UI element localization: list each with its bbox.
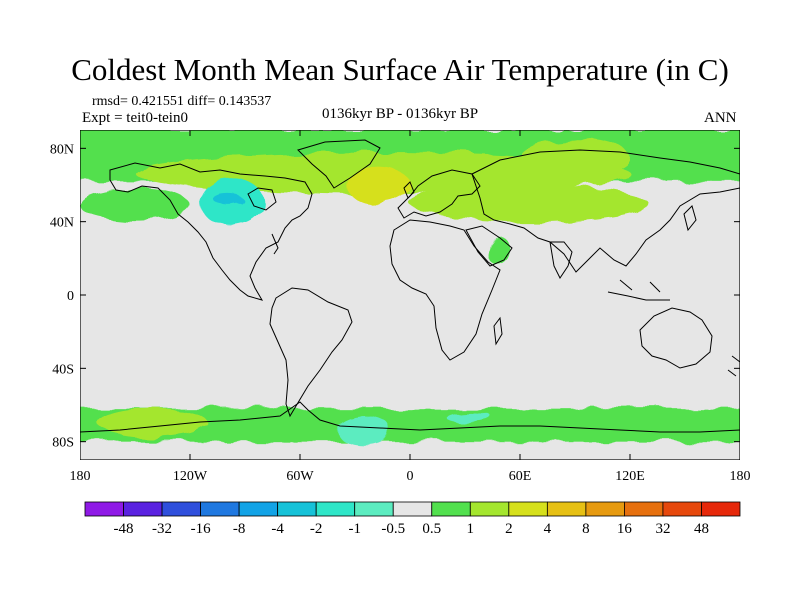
colorbar: -48 -32 -16 -8 -4 -2 -1 -0.5 0.5 1 2 4 8 16 32 48: [84, 501, 741, 537]
coast-arabia: [465, 225, 513, 267]
region-east-siberia-warm: [520, 139, 630, 176]
colorbar-label: 48: [694, 521, 709, 537]
lat-label: 40S: [52, 362, 74, 377]
coast-antarctica: [80, 401, 740, 433]
coast-indonesia: [607, 279, 670, 301]
coast-florida: [271, 233, 279, 255]
colorbar-label: 32: [655, 521, 670, 537]
colorbar-swatch: [200, 501, 240, 517]
colorbar-label: 4: [544, 521, 552, 537]
region-north-atlantic-warm: [345, 166, 410, 204]
region-weddell-cool: [336, 416, 392, 446]
coast-asia: [471, 149, 740, 273]
lon-label: 120E: [615, 469, 645, 484]
colorbar-swatch: [431, 501, 471, 517]
coast-britain: [403, 181, 415, 199]
coast-japan: [683, 205, 697, 232]
colorbar-swatch: [662, 501, 702, 517]
lat-label: 80N: [50, 142, 74, 157]
colorbar-label: 0.5: [422, 521, 441, 537]
colorbar-label: 8: [582, 521, 590, 537]
colorbar-swatch: [238, 501, 279, 517]
colorbar-swatch: [469, 501, 510, 517]
chart-title: Coldest Month Mean Surface Air Temperatu…: [71, 52, 729, 87]
colorbar-label: 2: [505, 521, 513, 537]
coast-africa: [389, 219, 501, 361]
temperature-field: [80, 130, 740, 446]
region-north-pacific-band: [80, 188, 190, 222]
colorbar-swatch: [123, 501, 163, 517]
colorbar-label: -0.5: [381, 521, 405, 537]
map-panel: [79, 129, 741, 461]
coast-new-zealand: [727, 355, 740, 377]
colorbar-swatch: [277, 501, 317, 517]
latitude-axis: 80N 40N 0 40S 80S: [50, 142, 74, 451]
colorbar-label: 1: [467, 521, 475, 537]
coast-north-america: [109, 162, 313, 301]
lon-label: 180: [730, 469, 751, 484]
colorbar-swatch: [508, 501, 548, 517]
colorbar-swatch: [546, 501, 587, 517]
colorbar-label: -4: [271, 521, 284, 537]
map-plot: [79, 129, 741, 461]
lon-label: 180: [70, 469, 91, 484]
coast-hudson-bay: [247, 187, 277, 211]
region-eurasia-band: [410, 185, 649, 222]
coast-madagascar: [493, 316, 503, 346]
lat-label: 80S: [52, 436, 74, 451]
coast-greenland: [297, 139, 381, 189]
colorbar-label: 16: [617, 521, 633, 537]
longitude-axis: 180 120W 60W 0 60E 120E 180: [70, 469, 751, 484]
coast-south-america: [269, 287, 353, 418]
period-label: 0136kyr BP - 0136kyr BP: [322, 106, 479, 122]
lat-label: 40N: [50, 216, 74, 231]
colorbar-swatch: [84, 501, 124, 517]
lon-label: 60E: [509, 469, 532, 484]
colorbar-label: -32: [152, 521, 172, 537]
region-hudson-core: [212, 192, 242, 204]
colorbar-label: -8: [233, 521, 246, 537]
stats-label: rmsd= 0.421551 diff= 0.143537: [92, 94, 272, 109]
lat-label: 0: [67, 289, 74, 304]
colorbar-swatch: [315, 501, 356, 517]
lon-label: 60W: [286, 469, 314, 484]
coastlines: [80, 139, 740, 433]
region-arabia-warm: [487, 236, 511, 266]
season-label: ANN: [704, 110, 737, 126]
colorbar-label: -48: [114, 521, 134, 537]
colorbar-label: -16: [191, 521, 211, 537]
lon-label: 0: [407, 469, 414, 484]
colorbar-swatch: [624, 501, 664, 517]
colorbar-swatch: [161, 501, 201, 517]
colorbar-swatch: [585, 501, 625, 517]
colorbar-label: -1: [348, 521, 361, 537]
experiment-label: Expt = teit0-tein0: [82, 110, 188, 126]
coast-india: [549, 241, 573, 279]
coast-australia: [639, 307, 713, 369]
colorbar-swatch: [392, 501, 433, 517]
coast-europe: [397, 169, 481, 219]
region-south-pacific-warm: [98, 408, 209, 439]
lon-label: 120W: [173, 469, 208, 484]
colorbar-swatch: [354, 501, 394, 517]
region-east-antarctic-cool: [446, 412, 493, 424]
colorbar-label: -2: [310, 521, 323, 537]
colorbar-swatch: [701, 501, 741, 517]
